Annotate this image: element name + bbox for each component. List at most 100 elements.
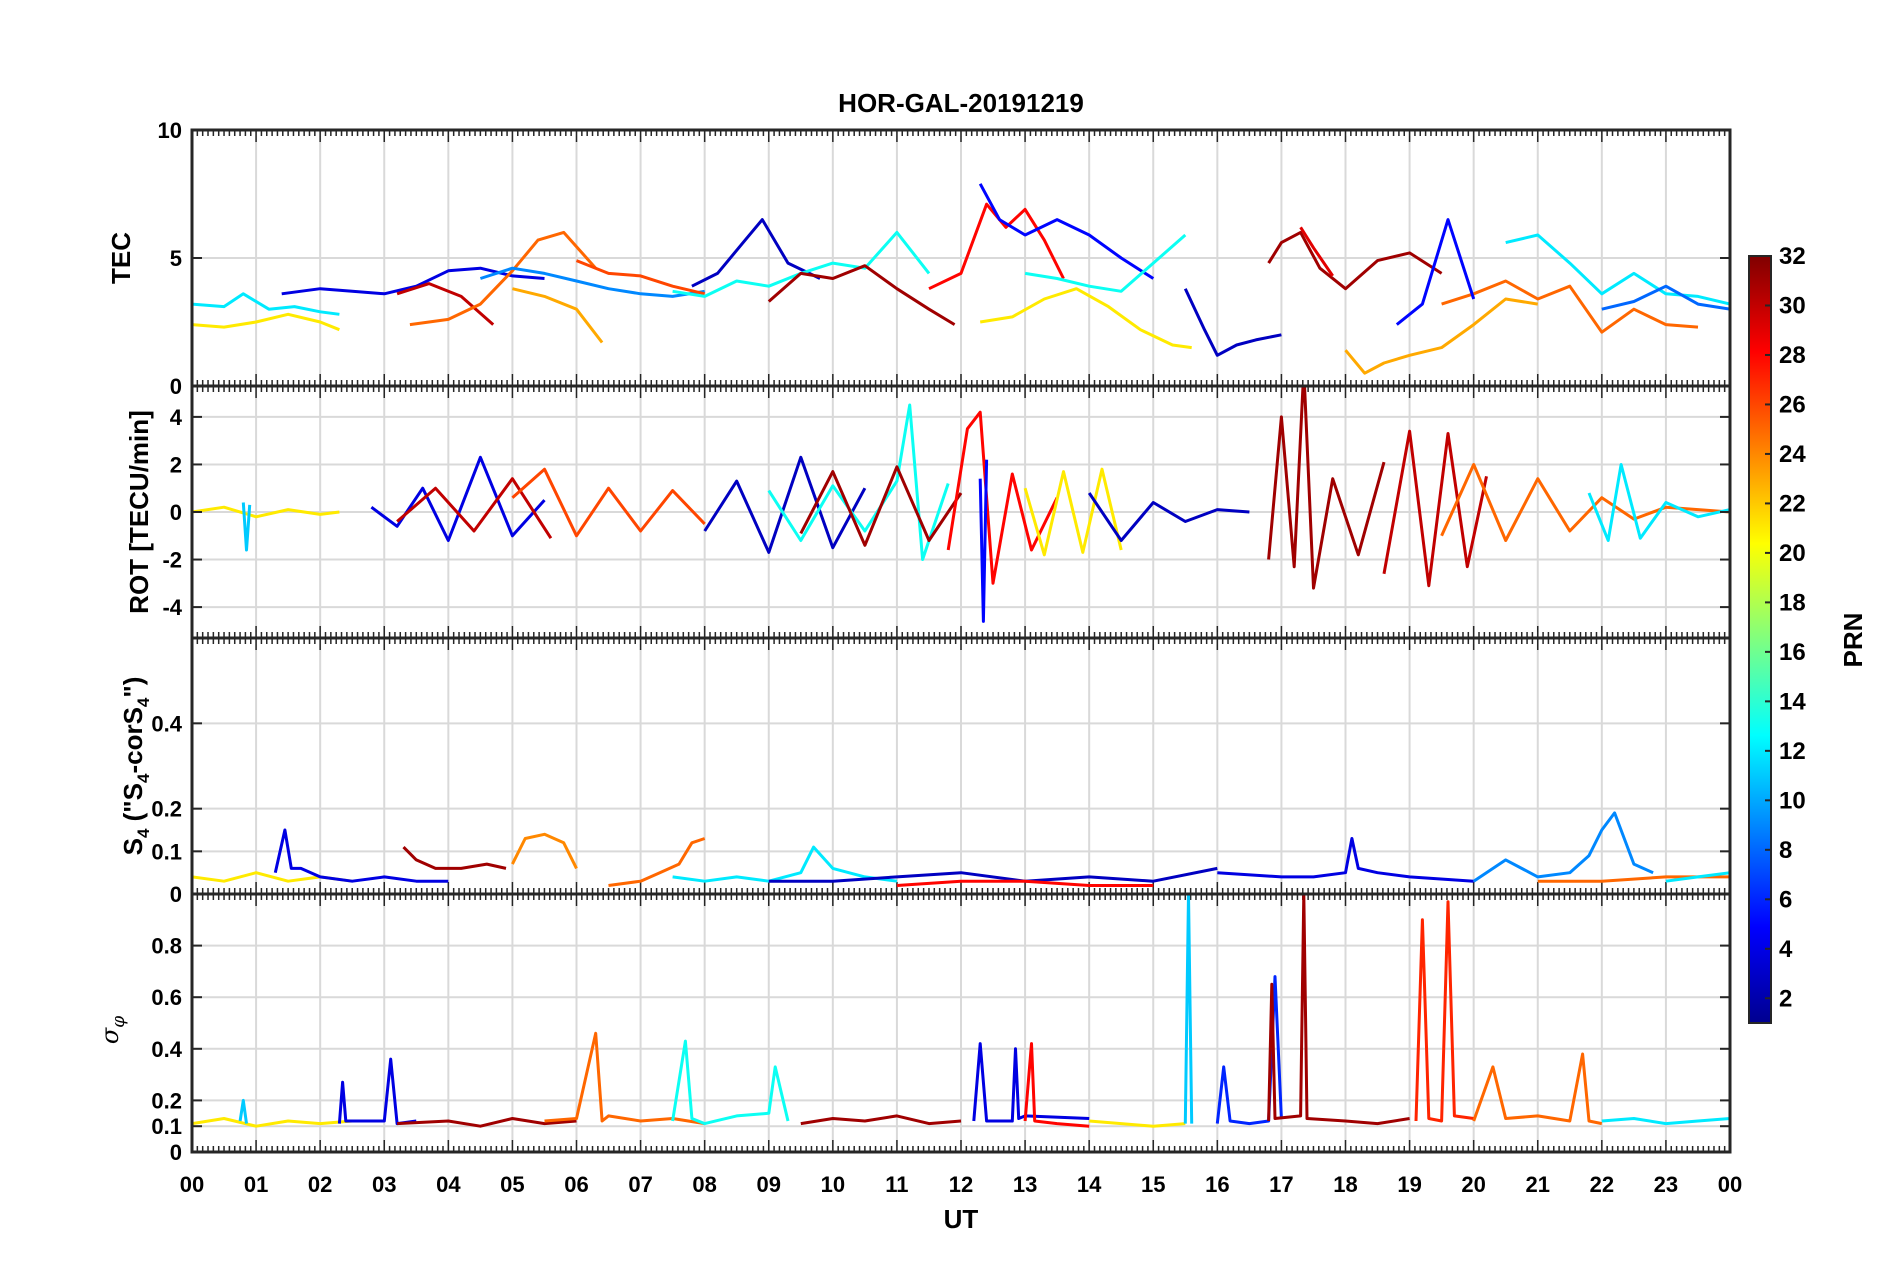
x-tick-label: 06 (564, 1172, 588, 1197)
x-tick-label: 12 (949, 1172, 973, 1197)
s4-series-prn-28-7 (896, 879, 1154, 887)
rot-series-prn-4-2 (370, 455, 546, 542)
x-tick-label: 22 (1590, 1172, 1614, 1197)
colorbar-tick-label: 22 (1779, 490, 1806, 517)
panel-tec: 0 5 10 TEC (106, 118, 1732, 399)
sigma-series-prn-13-5 (671, 1039, 790, 1126)
sigma-series-prn-12-15 (1601, 1117, 1730, 1126)
tec-series-prn-9-6 (479, 266, 705, 298)
colorbar-tick-label: 2 (1779, 985, 1792, 1012)
sigma-ytick-label: 0.8 (151, 934, 182, 959)
sigma-series-prn-6-11 (1215, 975, 1283, 1126)
sigma-series-prn-11-10 (1183, 894, 1194, 1124)
tec-ytick-label: 5 (170, 246, 182, 271)
s4-series-prn-24-3 (511, 832, 578, 870)
sigma-ytick-label: 0.1 (151, 1114, 182, 1139)
panel-sigma-series (192, 894, 1730, 1128)
x-tick-labels: 00 01 02 03 04 05 06 07 08 09 10 11 12 13 14 15 16 17 18 19… (180, 1172, 1742, 1197)
colorbar-tick-label: 4 (1779, 936, 1793, 963)
x-tick-label: 05 (500, 1172, 524, 1197)
s4-series-prn-31-2 (402, 846, 507, 870)
x-tick-label: 09 (757, 1172, 781, 1197)
panel-rot-grid (191, 386, 1731, 638)
sigma-series-prn-25-14 (1472, 1052, 1603, 1126)
s4-ylabel-end: ") (118, 677, 148, 698)
sigma-ytick-label: 0.4 (151, 1037, 182, 1062)
tec-series-prn-29-17 (1299, 226, 1334, 277)
tec-series-prn-3-15 (1183, 288, 1282, 357)
s4-series-prn-4-1 (273, 828, 449, 883)
s4-series-prn-12-11 (1665, 871, 1730, 883)
x-tick-label: 02 (308, 1172, 332, 1197)
colorbar-tick-label: 26 (1779, 391, 1806, 418)
tec-ytick-label: 0 (170, 374, 182, 399)
panel-s4-ylabel: S4 ("S4-corS4") (118, 677, 153, 856)
tec-series-prn-23-5 (512, 287, 604, 344)
s4-series-prn-4-8 (1217, 837, 1474, 883)
tec-series-prn-13-14 (1024, 233, 1187, 293)
tec-series-prn-5-12 (978, 183, 1155, 280)
x-tick-label: 10 (821, 1172, 845, 1197)
x-tick-label: 21 (1526, 1172, 1550, 1197)
s4-ytick-label: 0 (170, 882, 182, 907)
tec-series-prn-13-9 (672, 230, 931, 298)
rot-ytick-label: -4 (162, 595, 182, 620)
x-tick-label: 08 (692, 1172, 716, 1197)
sigma-series-prn-31-3 (397, 1117, 577, 1128)
s4-series-prn-3-6 (768, 866, 1218, 883)
rot-series-prn-25-14 (1440, 463, 1730, 542)
x-tick-label: 04 (436, 1172, 461, 1197)
rot-series-prn-3-11 (1087, 492, 1250, 542)
sigma-ytick-label: 0.6 (151, 985, 182, 1010)
colorbar-tick-label: 28 (1779, 342, 1806, 369)
rot-series-prn-21-10 (1023, 467, 1123, 557)
tec-series-prn-12-0 (192, 292, 340, 316)
colorbar-tick-label: 32 (1779, 243, 1806, 270)
x-tick-label: 17 (1269, 1172, 1293, 1197)
rot-series-prn-26-4 (511, 467, 706, 538)
x-tick-label: 03 (372, 1172, 396, 1197)
panel-tec-grid (191, 129, 1731, 387)
rot-series-prn-31-12 (1267, 386, 1386, 590)
sigma-series-prn-4-2 (337, 1057, 417, 1126)
s4-ylabel-mid: ("S (118, 783, 148, 829)
s4-ylabel-sub-3: 4 (134, 697, 153, 707)
sigma-ylabel-main: σ (96, 1027, 124, 1044)
x-tick-label: 16 (1205, 1172, 1229, 1197)
tec-series-prn-26-7 (575, 259, 706, 296)
s4-ytick-label: 0.4 (151, 711, 182, 736)
tec-series-prn-21-1 (192, 312, 340, 332)
s4-series-prn-25-4 (608, 837, 706, 887)
rot-series-prn-21-0 (192, 505, 340, 519)
rot-series-prn-30-13 (1382, 429, 1488, 588)
s4-ylabel-sub-2: 4 (134, 773, 153, 783)
rot-series-prn-30-3 (396, 477, 553, 540)
x-tick-label: 00 (180, 1172, 204, 1197)
tec-series-prn-25-4 (409, 230, 597, 327)
x-tick-label: 07 (628, 1172, 652, 1197)
panel-rot-series (192, 386, 1730, 623)
s4-ylabel-s: S (118, 838, 148, 855)
rot-series-prn-11-1 (241, 502, 252, 552)
colorbar-tick-label: 30 (1779, 292, 1806, 319)
panel-s4: 00.10.20.4 S4 ("S4-corS4") (118, 636, 1732, 907)
tec-ytick-label: 10 (158, 118, 182, 143)
colorbar-tick-label: 16 (1779, 639, 1806, 666)
tec-series-prn-23-18 (1344, 297, 1539, 375)
sigma-series-prn-21-9 (1089, 1119, 1186, 1128)
rot-series-prn-13-6 (767, 403, 950, 561)
x-tick-label: 11 (885, 1172, 908, 1197)
x-axis-label: UT (944, 1204, 979, 1234)
s4-series-prn-12-5 (672, 845, 898, 883)
tec-series-prn-3-8 (691, 218, 821, 288)
rot-ytick-label: 4 (170, 405, 183, 430)
panel-tec-yticks: 0 5 10 (158, 118, 1730, 399)
rot-series-prn-5-9 (978, 459, 989, 623)
rot-series-prn-3-5 (703, 455, 867, 554)
sigma-series-prn-28-8 (1023, 1042, 1090, 1128)
s4-ylabel-mid-2: -corS (118, 707, 148, 773)
rot-ytick-label: 2 (170, 452, 182, 477)
